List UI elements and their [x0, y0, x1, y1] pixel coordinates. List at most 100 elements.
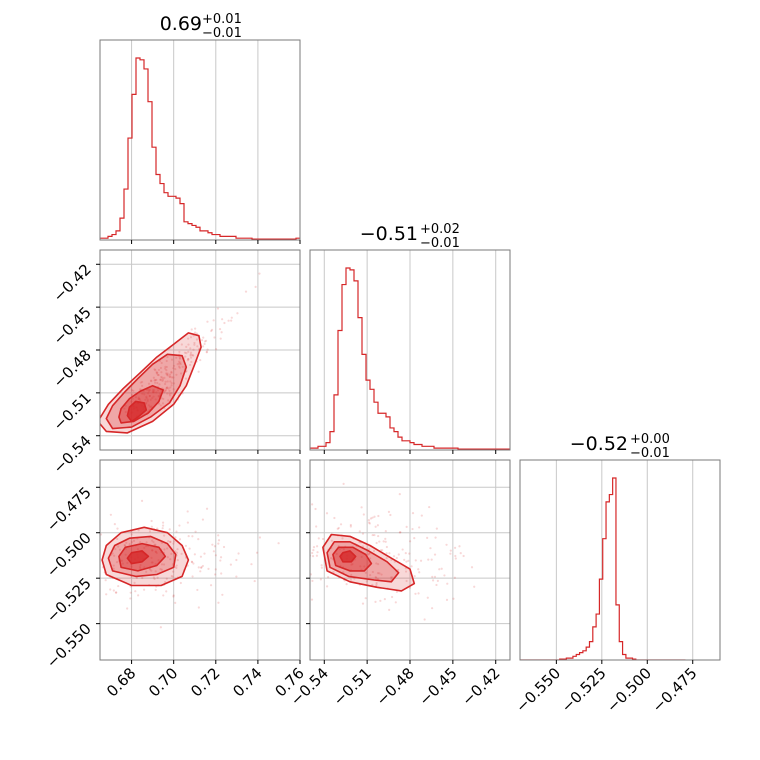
sample-point — [189, 347, 192, 350]
sample-point — [161, 376, 164, 379]
sample-point — [190, 561, 194, 564]
sample-point — [201, 345, 205, 348]
sample-point — [389, 513, 392, 517]
contour-level-0 — [126, 400, 148, 423]
sample-point — [164, 367, 167, 370]
sample-point — [214, 568, 217, 571]
sample-point — [385, 552, 388, 555]
sample-point — [367, 521, 371, 524]
sample-point — [187, 357, 190, 361]
sample-point — [189, 353, 192, 356]
sample-point — [349, 523, 352, 527]
histogram-step-line — [100, 57, 300, 240]
sample-point — [365, 580, 368, 583]
sample-point — [97, 501, 99, 503]
sample-point — [179, 581, 182, 585]
sample-point — [187, 350, 190, 353]
sample-point — [201, 518, 205, 521]
sample-point — [287, 602, 289, 604]
sample-point — [214, 573, 217, 576]
sample-point — [253, 579, 256, 583]
sample-point — [151, 549, 154, 552]
sample-point — [193, 553, 196, 556]
panel-frame — [99, 39, 301, 241]
sample-point — [159, 404, 162, 407]
sample-point — [124, 410, 127, 414]
sample-point — [410, 565, 413, 568]
sample-point — [380, 573, 383, 576]
sample-point — [175, 356, 178, 359]
density-contours-1-0 — [100, 332, 202, 434]
sample-point — [192, 354, 195, 357]
sample-point — [308, 580, 310, 582]
sample-point — [141, 380, 144, 384]
title-minus: −0.01 — [630, 446, 670, 461]
sample-point — [166, 392, 169, 395]
sample-point — [130, 393, 134, 396]
sample-point — [332, 570, 335, 574]
sample-point — [152, 540, 155, 544]
sample-point — [342, 482, 345, 485]
sample-point — [180, 552, 183, 555]
sample-point — [443, 574, 446, 577]
panel-frame — [519, 459, 721, 661]
sample-point — [431, 575, 434, 578]
sample-point — [86, 551, 88, 553]
sample-point — [221, 593, 224, 596]
title-minus: −0.01 — [420, 236, 460, 251]
sample-point — [349, 525, 352, 528]
sample-point — [369, 574, 372, 577]
sample-point — [169, 386, 172, 389]
sample-point — [170, 358, 174, 361]
y-tick-label: −0.45 — [50, 303, 95, 348]
sample-point — [378, 540, 381, 543]
sample-point — [156, 373, 160, 376]
sample-point — [150, 569, 153, 572]
sample-point — [192, 562, 195, 565]
sample-point — [403, 558, 406, 561]
sample-point — [374, 576, 377, 579]
sample-point — [429, 547, 432, 550]
panel-frame — [99, 459, 301, 661]
sample-point — [375, 562, 378, 565]
sample-point — [297, 554, 299, 556]
sample-point — [116, 537, 119, 541]
sample-point — [201, 564, 204, 568]
sample-point — [259, 542, 261, 544]
sample-point — [164, 380, 167, 383]
sample-point — [147, 404, 150, 407]
sample-point — [170, 552, 173, 555]
sample-point — [155, 371, 158, 374]
sample-point — [430, 607, 434, 610]
sample-point — [197, 538, 200, 541]
sample-point — [360, 506, 363, 509]
sample-point — [337, 526, 340, 530]
histogram-step-line — [520, 477, 686, 660]
sample-point — [139, 567, 142, 570]
sample-point — [163, 548, 166, 551]
sample-point — [155, 378, 158, 382]
sample-point — [165, 387, 168, 390]
sample-point — [178, 357, 182, 360]
sample-point — [150, 379, 153, 383]
sample-point — [186, 521, 189, 524]
sample-point — [167, 399, 170, 402]
sample-point — [130, 388, 134, 392]
sample-point — [170, 574, 173, 578]
sample-point — [66, 538, 68, 540]
sample-point — [154, 398, 157, 401]
sample-point — [316, 551, 319, 554]
sample-point — [264, 538, 266, 540]
sample-point — [178, 350, 181, 354]
sample-point — [169, 380, 172, 383]
sample-point — [167, 387, 170, 390]
sample-point — [378, 572, 381, 575]
sample-point — [413, 537, 416, 540]
sample-point — [156, 576, 159, 579]
sample-point — [458, 545, 461, 548]
sample-point — [321, 537, 325, 541]
sample-point — [438, 568, 441, 571]
sample-point — [170, 384, 173, 387]
sample-point — [157, 394, 160, 398]
sample-point — [159, 378, 163, 381]
